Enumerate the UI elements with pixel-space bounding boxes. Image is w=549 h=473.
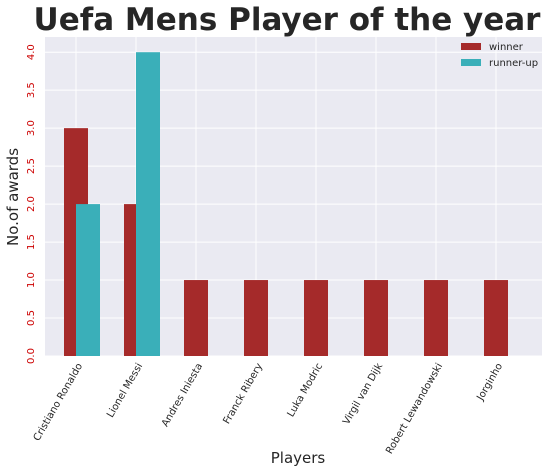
bar-runner-up	[136, 52, 160, 356]
y-tick-label: 0.0	[26, 348, 37, 364]
bar-winner	[484, 280, 508, 356]
bar-winner	[184, 280, 208, 356]
x-tick-label: Luka Modric	[286, 362, 326, 420]
bar-runner-up	[76, 204, 100, 356]
x-tick-label: Andres Iniesta	[160, 362, 205, 429]
y-tick-label: 3.5	[26, 82, 37, 98]
x-tick-label: Lionel Messi	[105, 362, 145, 420]
y-tick-label: 2.0	[26, 196, 37, 212]
legend-label-winner: winner	[489, 42, 524, 53]
y-axis-label: No.of awards	[4, 148, 22, 246]
y-tick-label: 1.5	[26, 234, 37, 250]
legend-swatch-runner-up	[461, 59, 481, 66]
x-tick-label: Jorginho	[475, 362, 505, 404]
x-axis-label: Players	[271, 449, 326, 467]
bar-winner	[364, 280, 388, 356]
y-tick-label: 0.5	[26, 310, 37, 326]
x-tick-label: Robert Lewandowski	[384, 362, 445, 457]
y-tick-label: 2.5	[26, 158, 37, 174]
legend-swatch-winner	[461, 43, 481, 50]
x-tick-labels: Cristiano Ronaldo Lionel Messi Andres Inie…	[32, 361, 505, 456]
bar-winner	[244, 280, 268, 356]
bar-winner	[304, 280, 328, 356]
chart-title: Uefa Mens Player of the year	[34, 2, 542, 38]
y-tick-label: 1.0	[26, 272, 37, 288]
bar-winner	[424, 280, 448, 356]
x-tick-label: Franck Ribery	[222, 361, 266, 426]
legend-label-runner-up: runner-up	[489, 58, 538, 69]
bars	[64, 52, 508, 356]
y-tick-label: 3.0	[26, 120, 37, 136]
y-tick-labels: 0.0 0.5 1.0 1.5 2.0 2.5 3.0 3.5 4.0	[26, 44, 37, 364]
plot-area	[45, 37, 542, 356]
y-tick-label: 4.0	[26, 44, 37, 60]
legend: winner runner-up	[461, 42, 538, 69]
x-tick-label: Cristiano Ronaldo	[32, 362, 85, 444]
x-tick-label: Virgil van Dijk	[341, 361, 385, 426]
